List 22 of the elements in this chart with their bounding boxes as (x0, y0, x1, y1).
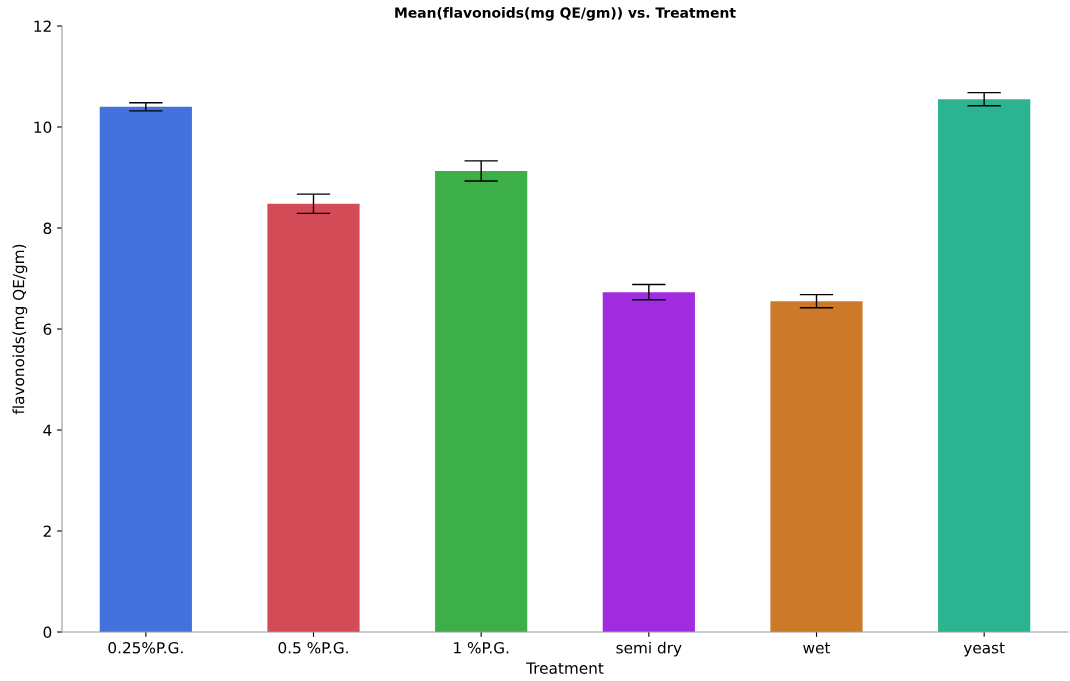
x-tick-label: 1 %P.G. (454, 641, 509, 654)
bar (267, 203, 360, 632)
y-tick-label: 6 (43, 323, 52, 336)
bar (99, 106, 192, 632)
y-tick-label: 10 (34, 121, 52, 134)
bar (938, 99, 1031, 632)
bar (435, 170, 528, 632)
y-tick-label: 8 (43, 222, 52, 235)
y-tick-label: 2 (43, 525, 51, 537)
bar (770, 301, 863, 632)
y-axis-title: flavonoids(mg QE/gm) (12, 244, 28, 415)
x-tick-label: wet (803, 642, 831, 654)
bar (602, 292, 695, 632)
x-tick-label: yeast (963, 642, 1005, 657)
y-tick-label: 0 (43, 626, 52, 639)
x-tick-label: 0.25%P.G. (108, 641, 183, 654)
y-tick-label: 4 (43, 424, 52, 436)
x-tick-label: semi dry (616, 641, 682, 657)
x-tick-label: 0.5 %P.G. (278, 641, 348, 654)
x-axis-title: Treatment (526, 662, 604, 674)
chart-title: Mean(flavonoids(mg QE/gm)) vs. Treatment (395, 7, 736, 21)
y-tick-label: 12 (34, 20, 51, 32)
